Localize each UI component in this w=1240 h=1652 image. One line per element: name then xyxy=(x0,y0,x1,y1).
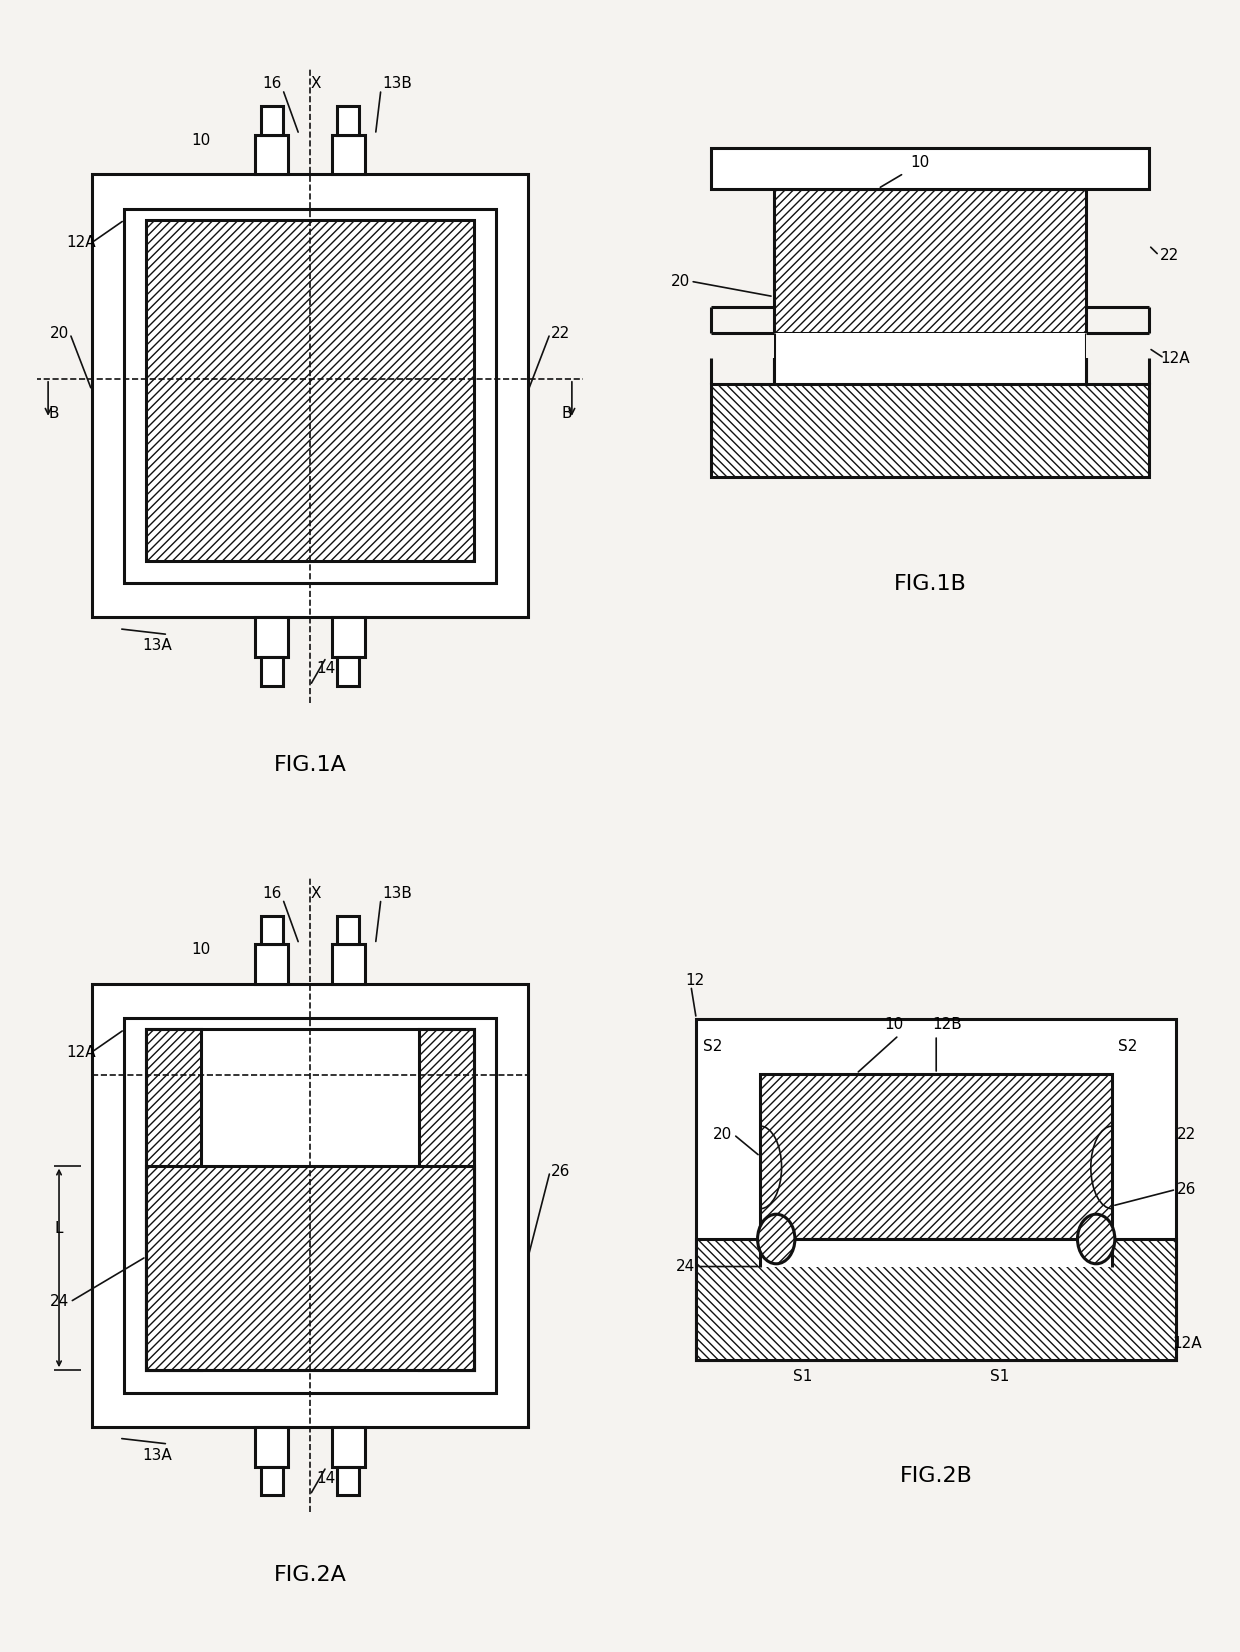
Bar xyxy=(712,332,774,358)
Bar xyxy=(92,175,528,618)
Bar xyxy=(332,618,365,657)
Text: S1: S1 xyxy=(794,1370,812,1384)
Text: 13A: 13A xyxy=(143,1447,172,1462)
Text: FIG.2A: FIG.2A xyxy=(274,1564,346,1584)
Bar xyxy=(260,657,283,686)
Text: S1: S1 xyxy=(991,1370,1009,1384)
Text: 24: 24 xyxy=(50,1295,68,1310)
Bar xyxy=(760,1239,1112,1267)
Text: X: X xyxy=(310,76,321,91)
Text: 10: 10 xyxy=(191,942,211,958)
Bar xyxy=(1086,332,1148,358)
Text: FIG.1B: FIG.1B xyxy=(894,575,966,595)
Bar xyxy=(260,1467,283,1495)
Bar xyxy=(337,657,360,686)
Polygon shape xyxy=(712,332,1148,476)
Ellipse shape xyxy=(1078,1214,1115,1264)
Bar xyxy=(332,1427,365,1467)
Bar xyxy=(260,915,283,945)
Text: FIG.2B: FIG.2B xyxy=(900,1465,972,1485)
Text: 20: 20 xyxy=(671,274,689,289)
Text: 10: 10 xyxy=(910,155,929,170)
Bar xyxy=(697,1239,1176,1360)
Bar xyxy=(760,1074,1112,1239)
Bar xyxy=(337,915,360,945)
Bar xyxy=(92,985,528,1427)
Text: 13B: 13B xyxy=(382,885,412,900)
Text: 20: 20 xyxy=(713,1127,733,1142)
Bar xyxy=(712,147,1148,188)
Text: 22: 22 xyxy=(552,325,570,340)
Text: 12B: 12B xyxy=(932,1016,962,1032)
Text: 26: 26 xyxy=(1177,1181,1197,1198)
Bar xyxy=(774,188,1086,332)
Bar xyxy=(255,618,288,657)
Bar xyxy=(146,1166,474,1370)
Text: 26: 26 xyxy=(552,1165,570,1180)
Bar xyxy=(146,220,474,560)
Bar xyxy=(260,106,283,135)
Ellipse shape xyxy=(758,1214,795,1264)
Bar xyxy=(255,135,288,175)
Text: B: B xyxy=(48,405,58,421)
Text: 20: 20 xyxy=(50,325,68,340)
Bar xyxy=(146,1029,474,1370)
Bar xyxy=(124,1018,496,1393)
Bar xyxy=(419,1029,474,1370)
Text: 13A: 13A xyxy=(143,638,172,653)
Text: 12A: 12A xyxy=(66,1044,95,1059)
Text: X: X xyxy=(310,885,321,900)
Text: 12A: 12A xyxy=(66,235,95,249)
Text: S2: S2 xyxy=(1118,1039,1138,1054)
Text: S2: S2 xyxy=(703,1039,722,1054)
Bar xyxy=(774,332,1086,383)
Text: 10: 10 xyxy=(191,132,211,149)
Bar xyxy=(255,945,288,985)
Bar xyxy=(124,208,496,583)
Bar xyxy=(332,135,365,175)
Text: L: L xyxy=(55,1221,63,1236)
Text: 12A: 12A xyxy=(1172,1336,1202,1351)
Bar xyxy=(332,945,365,985)
Text: 24: 24 xyxy=(676,1259,696,1274)
Text: FIG.1A: FIG.1A xyxy=(274,755,346,775)
Text: B: B xyxy=(562,405,572,421)
Bar xyxy=(337,1467,360,1495)
Text: 12A: 12A xyxy=(1159,350,1189,365)
Text: 14: 14 xyxy=(316,661,336,676)
Text: 22: 22 xyxy=(1159,248,1179,263)
Bar xyxy=(337,106,360,135)
Bar xyxy=(255,1427,288,1467)
Text: 16: 16 xyxy=(262,76,281,91)
Text: 10: 10 xyxy=(884,1016,903,1032)
Text: 13B: 13B xyxy=(382,76,412,91)
Text: 22: 22 xyxy=(1177,1127,1197,1142)
Bar xyxy=(697,1019,1176,1360)
Text: 14: 14 xyxy=(316,1470,336,1485)
Bar xyxy=(146,1029,201,1370)
Text: 12: 12 xyxy=(686,973,704,988)
Text: 16: 16 xyxy=(262,885,281,900)
